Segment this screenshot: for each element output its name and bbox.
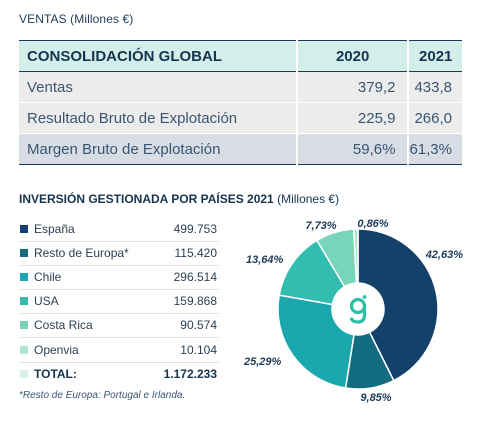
investment-caption-unit: (Millones €) (277, 192, 340, 206)
header-cell-2021: 2021 (408, 40, 462, 72)
legend-swatch (20, 346, 28, 354)
pie-data-label: 9,85% (360, 392, 391, 404)
table-row: Ventas 379,2 433,8 (19, 71, 462, 103)
legend-value: 115.420 (174, 246, 218, 260)
header-cell-label: CONSOLIDACIÓN GLOBAL (19, 40, 298, 72)
table-row: Margen Bruto de Explotación 59,6% 61,3% (19, 133, 462, 165)
legend-item-total: TOTAL: 1.172.233 (19, 363, 219, 386)
legend-label: Resto de Europa* (34, 246, 129, 260)
pie-data-label: 42,63% (425, 249, 464, 261)
g-logo-icon (349, 295, 367, 324)
legend-swatch (20, 370, 28, 378)
legend-item-chile: Chile 296.514 (19, 266, 219, 290)
table-header-row: CONSOLIDACIÓN GLOBAL 2020 2021 (19, 40, 462, 72)
legend-swatch (20, 225, 28, 233)
value-2021: 433,8 (408, 71, 462, 103)
consolidation-table: CONSOLIDACIÓN GLOBAL 2020 2021 Ventas 37… (19, 40, 462, 165)
legend-label: Chile (34, 270, 62, 284)
footnote: *Resto de Europa: Portugal e Irlanda. (19, 390, 186, 401)
pie-data-label: 25,29% (243, 356, 282, 368)
legend-item-costa-rica: Costa Rica 90.574 (19, 314, 219, 338)
total-label: TOTAL: (34, 367, 77, 381)
donut-hole (332, 283, 384, 335)
value-2021: 61,3% (408, 133, 462, 165)
legend-swatch (20, 273, 28, 281)
pie-data-label: 13,64% (246, 254, 284, 266)
legend-swatch (20, 297, 28, 305)
legend-value: 90.574 (180, 318, 217, 332)
legend-value: 159.868 (173, 294, 217, 308)
investment-caption: INVERSIÓN GESTIONADA POR PAÍSES 2021 (Mi… (19, 192, 339, 206)
legend-swatch (20, 249, 28, 257)
legend-label: España (34, 222, 75, 236)
legend-label: USA (34, 294, 59, 308)
value-2021: 266,0 (408, 102, 462, 134)
row-label: Ventas (19, 71, 298, 103)
donut-chart: 42,63% 9,85% 25,29% 13,64% 7,73% 0,86% (243, 218, 463, 404)
legend-label: Openvia (34, 343, 79, 357)
value-2020: 225,9 (296, 102, 410, 134)
pie-data-label: 0,86% (357, 218, 388, 230)
row-label: Margen Bruto de Explotación (19, 133, 298, 165)
pie-labels: 42,63% 9,85% 25,29% 13,64% 7,73% 0,86% (243, 218, 463, 404)
legend-value: 499.753 (173, 222, 217, 236)
value-2020: 379,2 (296, 71, 410, 103)
value-2020: 59,6% (296, 133, 410, 165)
legend-item-usa: USA 159.868 (19, 290, 219, 314)
sales-caption: VENTAS (Millones €) (19, 12, 134, 26)
legend-item-openvia: Openvia 10.104 (19, 339, 219, 363)
legend-label: Costa Rica (34, 318, 93, 332)
pie-data-label: 7,73% (305, 220, 336, 232)
legend-value: 10.104 (180, 343, 217, 357)
investment-caption-text: INVERSIÓN GESTIONADA POR PAÍSES 2021 (19, 192, 274, 206)
legend-value: 296.514 (173, 270, 217, 284)
table-row: Resultado Bruto de Explotación 225,9 266… (19, 102, 462, 134)
total-value: 1.172.233 (163, 367, 217, 381)
legend-item-resto-europa: Resto de Europa* 115.420 (19, 242, 219, 266)
legend-item-espana: España 499.753 (19, 218, 219, 242)
legend-swatch (20, 321, 28, 329)
row-label: Resultado Bruto de Explotación (19, 102, 298, 134)
header-cell-2020: 2020 (296, 40, 410, 72)
